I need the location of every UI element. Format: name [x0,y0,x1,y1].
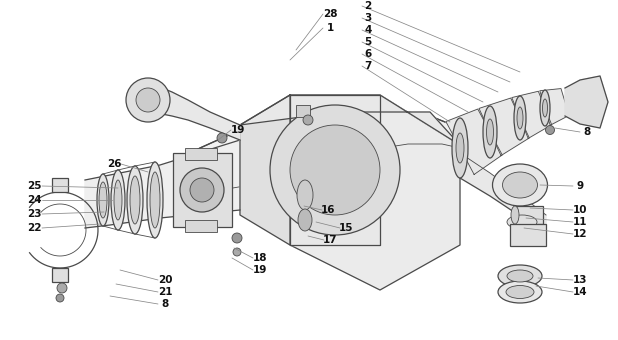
Ellipse shape [507,215,537,229]
Circle shape [546,125,554,135]
Ellipse shape [507,270,533,282]
Text: 16: 16 [321,205,335,215]
Ellipse shape [97,174,109,226]
Polygon shape [540,89,569,125]
Polygon shape [446,109,502,174]
Text: 24: 24 [27,195,41,205]
Text: 21: 21 [158,287,172,297]
Circle shape [180,168,224,212]
Ellipse shape [150,172,160,228]
Polygon shape [85,140,240,228]
Ellipse shape [127,166,143,234]
Text: 28: 28 [323,9,337,19]
Ellipse shape [130,176,140,224]
Circle shape [136,88,160,112]
Text: 18: 18 [253,253,267,263]
Ellipse shape [502,172,538,198]
Text: 25: 25 [27,181,41,191]
Polygon shape [565,76,608,128]
Ellipse shape [486,119,494,145]
Text: 6: 6 [365,49,371,59]
Ellipse shape [456,133,464,163]
Circle shape [270,105,400,235]
Polygon shape [162,88,240,140]
Text: 15: 15 [339,223,353,233]
FancyBboxPatch shape [296,105,310,117]
Text: 9: 9 [577,181,583,191]
Ellipse shape [540,90,550,126]
FancyBboxPatch shape [185,148,217,160]
Ellipse shape [498,281,542,303]
Polygon shape [165,105,460,210]
Ellipse shape [498,265,542,287]
FancyBboxPatch shape [510,224,546,246]
Ellipse shape [452,118,468,178]
Text: 26: 26 [107,159,121,169]
FancyBboxPatch shape [52,178,68,192]
Ellipse shape [297,180,313,210]
Circle shape [232,233,242,243]
Text: 8: 8 [161,299,169,309]
Ellipse shape [114,180,122,220]
FancyBboxPatch shape [515,206,543,224]
Circle shape [57,283,67,293]
Ellipse shape [111,170,125,230]
Ellipse shape [298,209,312,231]
Text: 12: 12 [573,229,587,239]
Polygon shape [240,95,460,145]
Text: 8: 8 [583,127,591,137]
Polygon shape [240,95,290,245]
Polygon shape [460,153,546,232]
Circle shape [56,294,64,302]
FancyBboxPatch shape [52,268,68,282]
Circle shape [126,78,170,122]
Polygon shape [479,98,529,156]
Circle shape [217,133,227,143]
FancyBboxPatch shape [185,220,217,232]
Polygon shape [290,95,460,290]
Text: 23: 23 [27,209,41,219]
Text: 3: 3 [365,13,371,23]
Text: 14: 14 [573,287,587,297]
Text: 1: 1 [326,23,334,33]
Ellipse shape [517,107,523,129]
Polygon shape [290,95,380,245]
Ellipse shape [99,182,107,218]
Text: 10: 10 [573,205,587,215]
Text: 22: 22 [27,223,41,233]
Circle shape [290,125,380,215]
Circle shape [303,115,313,125]
Text: 5: 5 [365,37,371,47]
Ellipse shape [514,96,526,140]
Text: 19: 19 [231,125,245,135]
Ellipse shape [506,286,534,299]
Text: 7: 7 [365,61,371,71]
FancyBboxPatch shape [173,153,232,227]
Polygon shape [512,91,552,138]
Ellipse shape [147,162,163,238]
Circle shape [190,178,214,202]
Text: 17: 17 [323,235,337,245]
Text: 13: 13 [573,275,587,285]
Ellipse shape [493,164,548,206]
Ellipse shape [543,99,548,117]
Text: 4: 4 [365,25,371,35]
Circle shape [233,248,241,256]
Text: 20: 20 [158,275,172,285]
Ellipse shape [483,106,497,158]
Ellipse shape [511,206,519,224]
Text: 2: 2 [365,1,371,11]
Text: 19: 19 [253,265,267,275]
Text: 11: 11 [573,217,587,227]
